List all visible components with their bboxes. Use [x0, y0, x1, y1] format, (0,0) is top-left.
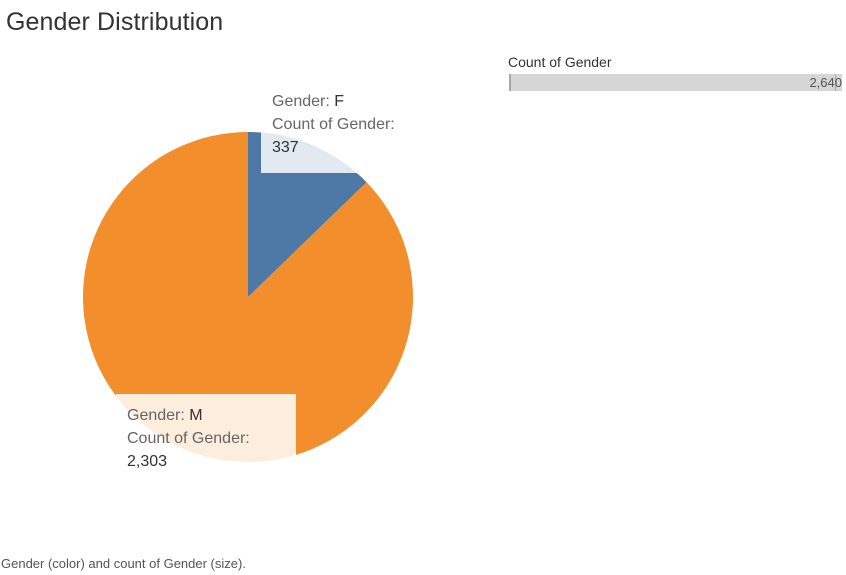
- tooltip-f-count-label: Count of Gender:: [272, 116, 395, 133]
- tooltip-m-gender-line: Gender: M: [127, 404, 285, 427]
- tooltip-f: Gender: F Count of Gender: 337: [261, 80, 441, 173]
- size-legend-bar-end-tick: [835, 74, 836, 91]
- tooltip-m-count-value: 2,303: [127, 453, 168, 470]
- tooltip-m-gender-label: Gender:: [127, 407, 185, 424]
- chart-title: Gender Distribution: [6, 8, 224, 36]
- tooltip-f-count-value: 337: [272, 139, 299, 156]
- tooltip-f-gender-label: Gender:: [272, 93, 330, 110]
- tooltip-m: Gender: M Count of Gender: 2,303: [116, 394, 296, 488]
- pie-slice-f[interactable]: [248, 132, 367, 297]
- chart-caption: Gender (color) and count of Gender (size…: [1, 556, 246, 571]
- size-legend-bar-start-tick: [509, 74, 511, 91]
- tooltip-m-gender-value: M: [189, 407, 203, 424]
- tooltip-m-count-label: Count of Gender:: [127, 430, 250, 447]
- tooltip-f-gender-line: Gender: F: [272, 90, 430, 113]
- size-legend-value: 2,640: [809, 75, 842, 90]
- pie-slice-m[interactable]: [82, 132, 413, 462]
- size-legend-bar: [509, 74, 842, 91]
- size-legend-title: Count of Gender: [508, 54, 612, 70]
- tooltip-f-gender-value: F: [334, 93, 345, 110]
